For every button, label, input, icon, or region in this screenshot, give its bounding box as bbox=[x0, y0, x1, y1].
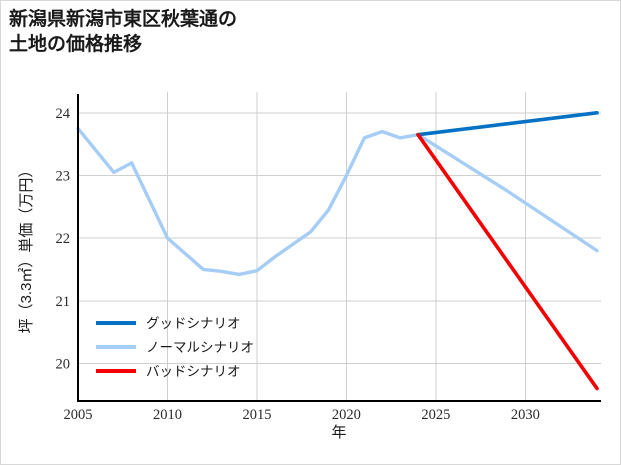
axis-layer bbox=[76, 94, 601, 403]
gridlines bbox=[78, 92, 601, 401]
y-tick-label: 21 bbox=[56, 294, 71, 310]
x-tick-label: 2025 bbox=[421, 407, 450, 423]
x-tick-label: 2015 bbox=[243, 407, 272, 423]
series-line-bad bbox=[416, 132, 599, 391]
legend-label: ノーマルシナリオ bbox=[146, 340, 254, 355]
x-tick-label: 2030 bbox=[511, 407, 540, 423]
y-axis-title: 坪（3.3㎡）単価（万円） bbox=[18, 163, 35, 334]
x-tick-label: 2010 bbox=[153, 407, 182, 423]
y-tick-label: 24 bbox=[56, 106, 71, 122]
series-line-good bbox=[416, 111, 599, 137]
x-tick-label: 2020 bbox=[332, 407, 361, 423]
page-title: 新潟県新潟市東区秋葉通の 土地の価格推移 bbox=[9, 9, 238, 56]
series-line-normal bbox=[76, 126, 599, 277]
tick-labels: 20 21 22 23 24 2005 2010 2015 2020 2025 2030 bbox=[56, 106, 540, 423]
legend-label: バッドシナリオ bbox=[146, 364, 241, 379]
x-axis-title: 年 bbox=[331, 424, 346, 441]
x-tick-label: 2005 bbox=[64, 407, 93, 423]
series-layer bbox=[76, 111, 599, 391]
legend-label: グッドシナリオ bbox=[146, 316, 241, 331]
y-tick-label: 23 bbox=[56, 168, 71, 184]
y-tick-label: 20 bbox=[56, 356, 71, 372]
y-tick-label: 22 bbox=[56, 231, 71, 247]
